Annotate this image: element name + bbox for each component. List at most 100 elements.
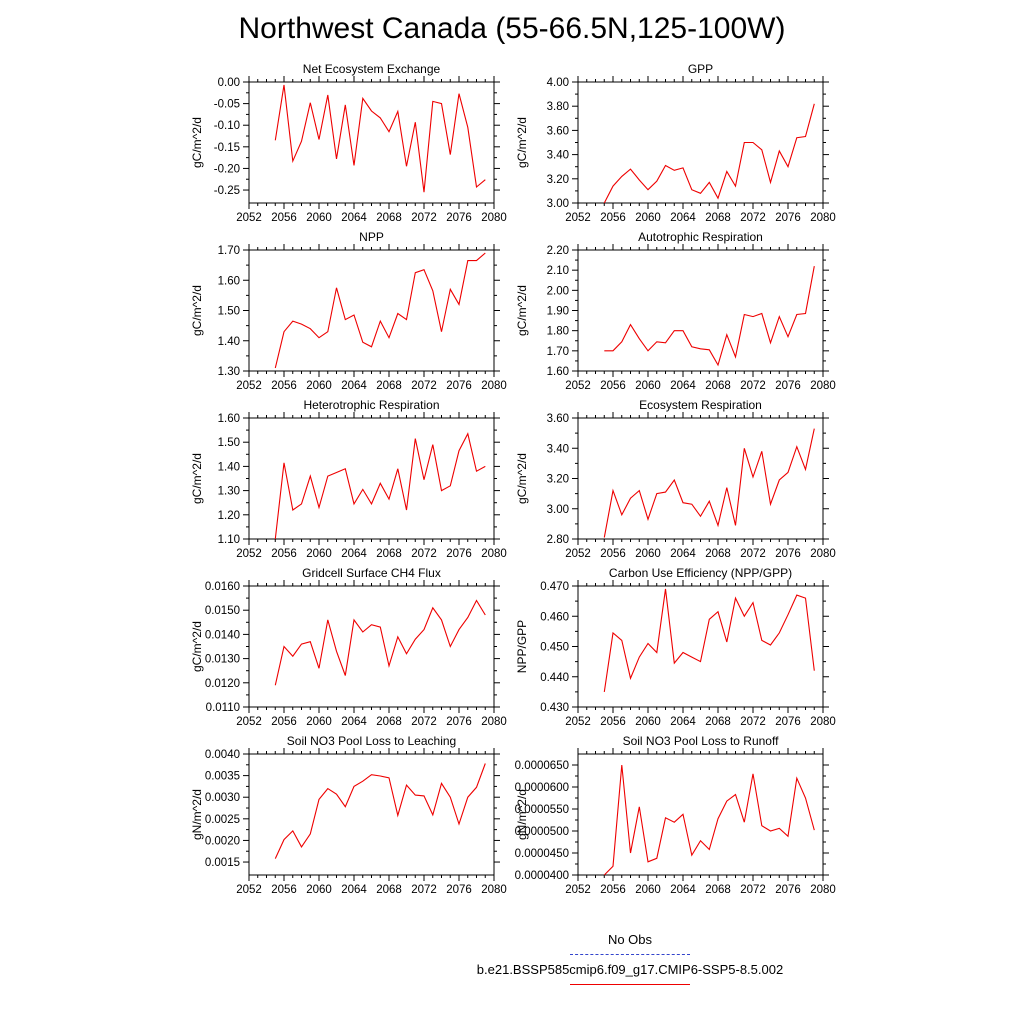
y-tick-label: 0.0035 bbox=[205, 771, 240, 783]
y-tick-label: 1.40 bbox=[218, 461, 240, 473]
legend-run-line-swatch bbox=[570, 984, 690, 985]
panel-title: Autotrophic Respiration bbox=[638, 230, 763, 244]
series-line bbox=[604, 265, 815, 367]
x-tick-label: 2076 bbox=[446, 884, 472, 896]
x-tick-label: 2052 bbox=[236, 548, 262, 560]
y-axis-label: gC/m^2/d bbox=[515, 285, 529, 336]
x-tick-label: 2072 bbox=[411, 212, 437, 224]
x-tick-label: 2064 bbox=[341, 212, 367, 224]
x-tick-label: 2068 bbox=[705, 716, 731, 728]
series-line bbox=[274, 599, 486, 686]
y-tick-label: 1.70 bbox=[218, 245, 240, 257]
x-tick-label: 2056 bbox=[600, 548, 626, 560]
panel-title: Carbon Use Efficiency (NPP/GPP) bbox=[609, 566, 792, 580]
x-tick-label: 2068 bbox=[376, 716, 402, 728]
x-tick-label: 2064 bbox=[670, 884, 696, 896]
x-tick-label: 2080 bbox=[481, 884, 507, 896]
x-tick-label: 2080 bbox=[481, 548, 507, 560]
y-axis-label: gC/m^2/d bbox=[190, 453, 204, 504]
y-axis-label: gC/m^2/d bbox=[515, 117, 529, 168]
y-tick-label: 0.0040 bbox=[205, 749, 240, 761]
x-tick-label: 2068 bbox=[376, 548, 402, 560]
x-tick-label: 2080 bbox=[810, 716, 836, 728]
x-tick-label: 2052 bbox=[565, 548, 591, 560]
y-tick-label: 0.0025 bbox=[205, 814, 240, 826]
y-tick-label: 0.0150 bbox=[205, 605, 240, 617]
panel-title: Soil NO3 Pool Loss to Leaching bbox=[287, 734, 456, 748]
x-tick-label: 2060 bbox=[635, 884, 661, 896]
x-tick-label: 2060 bbox=[306, 884, 332, 896]
y-axis-label: gC/m^2/d bbox=[190, 117, 204, 168]
y-tick-label: 0.0020 bbox=[205, 835, 240, 847]
x-tick-label: 2076 bbox=[446, 548, 472, 560]
y-tick-label: 1.50 bbox=[218, 306, 240, 318]
y-tick-label: 3.60 bbox=[547, 125, 569, 137]
x-tick-label: 2068 bbox=[376, 380, 402, 392]
y-tick-label: 0.0000400 bbox=[515, 870, 569, 882]
x-tick-label: 2068 bbox=[705, 548, 731, 560]
x-tick-label: 2064 bbox=[670, 380, 696, 392]
legend-obs-line-swatch bbox=[570, 954, 690, 955]
x-tick-label: 2064 bbox=[341, 548, 367, 560]
y-tick-label: 1.70 bbox=[547, 346, 569, 358]
y-axis-label: gC/m^2/d bbox=[190, 621, 204, 672]
panel-title: Gridcell Surface CH4 Flux bbox=[302, 566, 441, 580]
x-tick-label: 2052 bbox=[565, 212, 591, 224]
y-tick-label: 1.20 bbox=[218, 510, 240, 522]
x-tick-label: 2056 bbox=[271, 380, 297, 392]
series-line bbox=[603, 764, 815, 876]
plot-frame bbox=[248, 585, 495, 708]
y-tick-label: 1.40 bbox=[218, 336, 240, 348]
x-tick-label: 2068 bbox=[705, 884, 731, 896]
x-tick-label: 2052 bbox=[565, 884, 591, 896]
x-tick-label: 2072 bbox=[740, 212, 766, 224]
x-tick-label: 2064 bbox=[670, 716, 696, 728]
x-tick-label: 2056 bbox=[271, 716, 297, 728]
x-tick-label: 2072 bbox=[740, 548, 766, 560]
x-tick-label: 2056 bbox=[271, 548, 297, 560]
y-tick-label: 4.00 bbox=[547, 77, 569, 89]
x-tick-label: 2076 bbox=[775, 884, 801, 896]
x-tick-label: 2064 bbox=[341, 884, 367, 896]
x-tick-label: 2076 bbox=[775, 380, 801, 392]
x-tick-label: 2072 bbox=[740, 716, 766, 728]
y-tick-label: 1.60 bbox=[218, 413, 240, 425]
x-tick-label: 2052 bbox=[565, 716, 591, 728]
x-tick-label: 2052 bbox=[236, 884, 262, 896]
y-tick-label: 1.10 bbox=[218, 534, 240, 546]
x-tick-label: 2072 bbox=[411, 548, 437, 560]
y-tick-label: 2.10 bbox=[547, 265, 569, 277]
plot-frame bbox=[248, 753, 495, 876]
y-tick-label: 1.50 bbox=[218, 437, 240, 449]
y-tick-label: 3.00 bbox=[547, 504, 569, 516]
x-tick-label: 2060 bbox=[306, 380, 332, 392]
x-tick-label: 2060 bbox=[306, 716, 332, 728]
y-tick-label: 2.00 bbox=[547, 285, 569, 297]
x-tick-label: 2076 bbox=[446, 212, 472, 224]
y-tick-label: 0.0160 bbox=[205, 581, 240, 593]
panel-title: Net Ecosystem Exchange bbox=[303, 62, 441, 76]
x-tick-label: 2080 bbox=[810, 884, 836, 896]
series-line bbox=[274, 252, 486, 369]
y-tick-label: 3.40 bbox=[547, 443, 569, 455]
panel-title: GPP bbox=[688, 62, 713, 76]
y-tick-label: 3.00 bbox=[547, 198, 569, 210]
y-tick-label: 0.0015 bbox=[205, 857, 240, 869]
legend-obs-label: No Obs bbox=[607, 932, 653, 947]
y-tick-label: 3.60 bbox=[547, 413, 569, 425]
x-tick-label: 2060 bbox=[306, 212, 332, 224]
y-tick-label: 0.00 bbox=[218, 77, 240, 89]
x-tick-label: 2052 bbox=[565, 380, 591, 392]
x-tick-label: 2080 bbox=[810, 548, 836, 560]
x-tick-label: 2076 bbox=[775, 548, 801, 560]
y-tick-label: -0.10 bbox=[214, 120, 240, 132]
x-tick-label: 2080 bbox=[481, 212, 507, 224]
plot-frame bbox=[577, 249, 824, 372]
y-axis-label: NPP/GPP bbox=[515, 620, 529, 673]
x-tick-label: 2056 bbox=[600, 212, 626, 224]
x-tick-label: 2056 bbox=[600, 884, 626, 896]
x-tick-label: 2060 bbox=[635, 212, 661, 224]
y-tick-label: 2.80 bbox=[547, 534, 569, 546]
plot-frame bbox=[248, 249, 495, 372]
y-tick-label: 0.0110 bbox=[206, 702, 240, 714]
